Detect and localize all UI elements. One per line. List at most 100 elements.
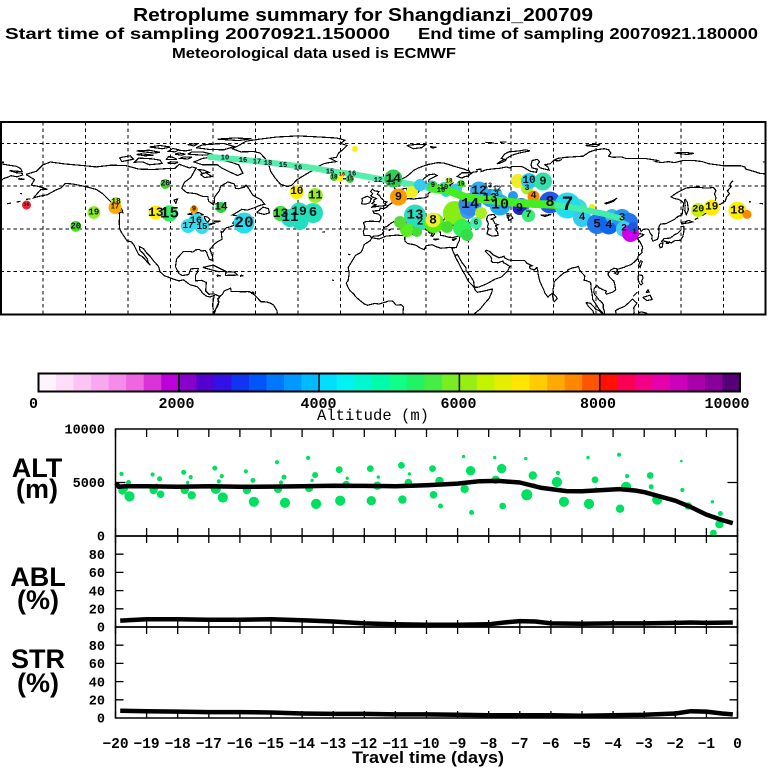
svg-text:3: 3: [619, 213, 626, 225]
svg-text:−20: −20: [102, 737, 128, 753]
svg-text:10: 10: [440, 184, 448, 192]
svg-text:17: 17: [183, 221, 194, 231]
svg-text:Retroplume summary for Shangdi: Retroplume summary for Shangdianzi_20070…: [133, 5, 593, 25]
svg-text:Altitude (m): Altitude (m): [317, 407, 429, 425]
svg-text:4000: 4000: [300, 396, 336, 413]
svg-text:4: 4: [605, 218, 612, 232]
svg-text:11: 11: [282, 210, 299, 226]
svg-text:40: 40: [89, 585, 105, 600]
svg-text:−15: −15: [258, 737, 284, 753]
svg-text:1: 1: [632, 229, 636, 237]
svg-text:16: 16: [190, 216, 202, 227]
svg-text:Travel time (days): Travel time (days): [352, 748, 504, 767]
svg-text:−4: −4: [604, 737, 622, 753]
svg-text:19: 19: [457, 181, 465, 188]
svg-text:−13: −13: [320, 737, 346, 753]
svg-text:End time of sampling 20070921.: End time of sampling 20070921.180000: [418, 26, 758, 43]
svg-text:20: 20: [89, 695, 105, 710]
svg-text:9: 9: [516, 201, 523, 215]
svg-text:−10: −10: [413, 737, 439, 753]
svg-text:10: 10: [491, 197, 509, 214]
svg-text:−7: −7: [511, 737, 528, 753]
svg-text:Meteorological data used is EC: Meteorological data used is ECMWF: [172, 45, 456, 62]
svg-text:20: 20: [70, 221, 81, 231]
svg-text:−17: −17: [196, 737, 222, 753]
svg-text:13: 13: [387, 180, 395, 188]
svg-text:−8: −8: [480, 737, 497, 753]
svg-text:−2: −2: [667, 737, 684, 753]
svg-text:20: 20: [692, 205, 704, 216]
svg-text:15: 15: [326, 169, 334, 177]
svg-text:10: 10: [290, 186, 303, 198]
svg-text:(%): (%): [17, 585, 59, 615]
svg-text:15: 15: [346, 176, 354, 183]
svg-text:18: 18: [264, 160, 272, 168]
svg-text:9: 9: [395, 190, 402, 204]
svg-text:18: 18: [111, 198, 121, 207]
svg-text:12: 12: [374, 177, 382, 185]
svg-text:15: 15: [197, 222, 208, 232]
svg-text:20: 20: [160, 180, 170, 189]
svg-text:12: 12: [471, 183, 487, 198]
svg-text:9: 9: [539, 175, 546, 189]
svg-text:4: 4: [530, 191, 536, 202]
svg-text:16: 16: [294, 165, 302, 173]
svg-text:80: 80: [89, 549, 105, 564]
svg-text:0: 0: [97, 713, 105, 728]
svg-text:10000: 10000: [704, 396, 749, 413]
svg-text:8: 8: [429, 213, 437, 228]
svg-text:13: 13: [483, 191, 497, 205]
svg-text:−19: −19: [134, 737, 160, 753]
svg-text:20: 20: [89, 604, 105, 619]
svg-text:−11: −11: [382, 737, 408, 753]
svg-text:7: 7: [525, 210, 531, 221]
svg-text:17: 17: [253, 159, 261, 167]
svg-text:16: 16: [239, 157, 247, 165]
svg-text:10: 10: [221, 155, 229, 163]
svg-text:−18: −18: [165, 737, 191, 753]
svg-text:14: 14: [385, 171, 401, 186]
svg-text:−14: −14: [289, 737, 315, 753]
svg-text:−3: −3: [635, 737, 652, 753]
svg-text:9: 9: [192, 206, 196, 214]
svg-text:15: 15: [160, 205, 179, 223]
svg-text:2: 2: [621, 224, 627, 235]
svg-text:11: 11: [308, 189, 322, 203]
svg-text:0: 0: [97, 622, 105, 637]
svg-text:(m): (m): [16, 474, 58, 504]
svg-text:80: 80: [89, 640, 105, 655]
svg-text:2000: 2000: [158, 396, 194, 413]
svg-text:60: 60: [89, 658, 105, 673]
svg-text:12: 12: [493, 186, 501, 194]
svg-text:20: 20: [234, 214, 253, 232]
svg-text:16: 16: [339, 172, 345, 178]
svg-text:−6: −6: [542, 737, 559, 753]
svg-text:−5: −5: [573, 737, 590, 753]
svg-text:10000: 10000: [64, 424, 105, 439]
svg-text:6000: 6000: [440, 396, 476, 413]
svg-text:9: 9: [431, 182, 435, 190]
svg-text:STR: STR: [11, 644, 65, 674]
svg-text:0: 0: [97, 531, 105, 546]
svg-text:8: 8: [545, 194, 554, 211]
svg-text:8000: 8000: [580, 396, 616, 413]
svg-text:14: 14: [461, 196, 479, 213]
svg-text:17: 17: [111, 204, 119, 212]
svg-text:6: 6: [309, 205, 317, 221]
svg-text:19: 19: [88, 208, 99, 218]
svg-text:5000: 5000: [73, 477, 105, 492]
svg-text:Start time of sampling 2007092: Start time of sampling 20070921.150000: [5, 26, 390, 43]
svg-text:−16: −16: [227, 737, 253, 753]
svg-text:5: 5: [593, 217, 601, 232]
svg-text:14: 14: [214, 202, 228, 214]
svg-text:5: 5: [506, 213, 510, 221]
svg-text:40: 40: [89, 676, 105, 691]
svg-text:13: 13: [484, 183, 492, 191]
svg-text:10: 10: [437, 187, 445, 195]
svg-text:3: 3: [525, 184, 530, 193]
svg-text:13: 13: [273, 206, 289, 221]
svg-text:18: 18: [330, 174, 338, 181]
svg-text:6: 6: [474, 219, 479, 228]
svg-text:13: 13: [148, 205, 164, 220]
svg-text:13: 13: [407, 208, 424, 224]
